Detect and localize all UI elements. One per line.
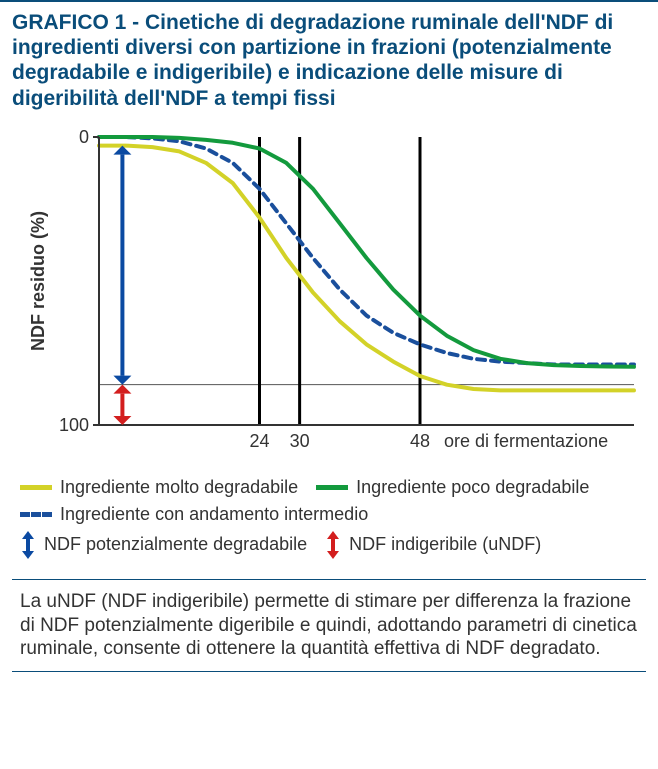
legend-label-intermedio: Ingrediente con andamento intermedio	[60, 504, 368, 525]
legend-label-pot_degradabile: NDF potenzialmente degradabile	[44, 534, 307, 555]
chart-bg	[14, 125, 644, 465]
caption-separator	[12, 579, 646, 580]
x-tick-label-48: 48	[410, 431, 430, 451]
figure: GRAFICO 1 - Cinetiche di degradazione ru…	[0, 0, 658, 672]
line-chart: 0 100 24 30 48 ore di fermentazione NDF residu…	[14, 125, 644, 465]
chart-title: GRAFICO 1 - Cinetiche di degradazione ru…	[12, 10, 646, 111]
chart-area: 0 100 24 30 48 ore di fermentazione NDF residu…	[14, 125, 644, 465]
caption-text: La uNDF (NDF indigeribile) permette di s…	[12, 586, 646, 672]
legend: Ingrediente molto degradabile Ingrediente…	[12, 471, 646, 575]
legend-item-molto: Ingrediente molto degradabile	[20, 477, 298, 498]
legend-label-poco: Ingrediente poco degradabile	[356, 477, 589, 498]
legend-row-1: Ingrediente molto degradabile Ingrediente…	[20, 477, 638, 498]
legend-arrow-icon-pot_degradabile	[20, 531, 36, 559]
legend-item-indigeribile: NDF indigeribile (uNDF)	[325, 531, 541, 559]
legend-arrow-icon-indigeribile	[325, 531, 341, 559]
legend-item-pot_degradabile: NDF potenzialmente degradabile	[20, 531, 307, 559]
legend-label-molto: Ingrediente molto degradabile	[60, 477, 298, 498]
legend-row-3: NDF potenzialmente degradabile NDF indige…	[20, 531, 638, 559]
y-tick-label: 0	[79, 127, 89, 147]
legend-item-poco: Ingrediente poco degradabile	[316, 477, 589, 498]
y-tick-label: 100	[59, 415, 89, 435]
x-tick-label-24: 24	[249, 431, 269, 451]
x-tick-label-30: 30	[290, 431, 310, 451]
y-axis-label: NDF residuo (%)	[28, 211, 48, 351]
legend-swatch-intermedio	[20, 512, 52, 517]
legend-row-2: Ingrediente con andamento intermedio	[20, 504, 638, 525]
legend-swatch-molto	[20, 485, 52, 490]
legend-item-intermedio: Ingrediente con andamento intermedio	[20, 504, 368, 525]
legend-swatch-poco	[316, 485, 348, 490]
legend-label-indigeribile: NDF indigeribile (uNDF)	[349, 534, 541, 555]
x-axis-unit: ore di fermentazione	[444, 431, 608, 451]
